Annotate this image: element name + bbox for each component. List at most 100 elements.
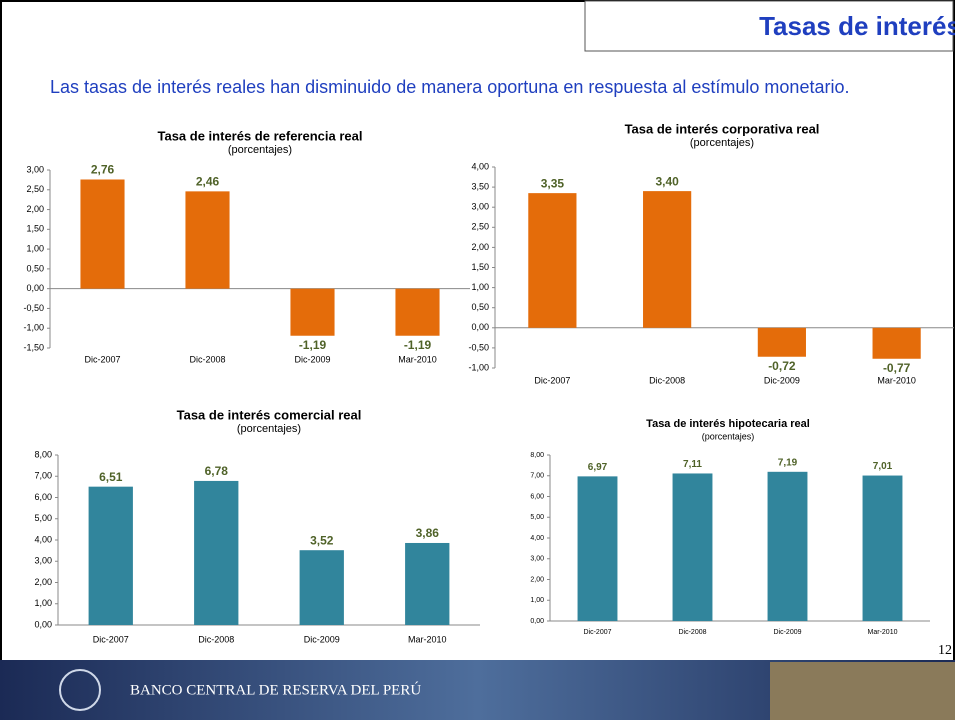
slide: Tasas de interés BANCO CENTRAL DE RESERV…	[0, 0, 955, 720]
y-tick-label: 6,00	[34, 492, 52, 502]
y-tick-label: 5,00	[530, 514, 544, 521]
y-tick-label: 4,00	[34, 534, 52, 544]
y-tick-label: 4,00	[530, 535, 544, 542]
chart-subtitle: (porcentajes)	[702, 431, 755, 441]
value-label: 7,19	[778, 457, 798, 468]
x-tick-label: Dic-2009	[304, 634, 340, 644]
slide-text: Las tasas de interés reales han disminui…	[50, 76, 912, 98]
value-label: 3,86	[416, 526, 440, 540]
y-tick-label: 0,00	[34, 619, 52, 629]
value-label: -0,72	[768, 359, 796, 373]
bar	[80, 179, 124, 288]
value-label: 3,40	[655, 174, 679, 188]
x-tick-label: Dic-2009	[764, 375, 800, 385]
bar	[673, 473, 713, 621]
chart-subtitle: (porcentajes)	[237, 423, 301, 435]
value-label: 6,97	[588, 462, 608, 473]
y-tick-label: 5,00	[34, 513, 52, 523]
bar	[643, 191, 691, 328]
y-tick-label: 0,00	[26, 283, 44, 293]
y-tick-label: 1,00	[34, 598, 52, 608]
slide-title: Tasas de interés	[759, 11, 955, 41]
y-tick-label: 1,50	[471, 262, 489, 272]
footer-text: BANCO CENTRAL DE RESERVA DEL PERÚ	[130, 681, 421, 698]
y-tick-label: 3,00	[471, 202, 489, 212]
chart-subtitle: (porcentajes)	[690, 137, 754, 149]
y-tick-label: 8,00	[530, 452, 544, 459]
y-tick-label: 2,00	[530, 576, 544, 583]
chart: Tasas de interés BANCO CENTRAL DE RESERV…	[0, 0, 955, 720]
y-tick-label: 1,00	[26, 243, 44, 253]
bar	[768, 472, 808, 621]
y-tick-label: 0,50	[471, 302, 489, 312]
chart-title: Tasa de interés corporativa real	[625, 121, 820, 136]
x-tick-label: Dic-2008	[198, 634, 234, 644]
value-label: -0,77	[883, 361, 911, 375]
y-tick-label: 6,00	[530, 493, 544, 500]
bar	[395, 289, 439, 336]
y-tick-label: 1,00	[471, 282, 489, 292]
y-tick-label: 3,00	[530, 556, 544, 563]
y-tick-label: 0,00	[530, 618, 544, 625]
value-label: 6,78	[205, 464, 229, 478]
bar	[194, 481, 238, 625]
bar	[863, 476, 903, 621]
value-label: 7,11	[683, 459, 702, 470]
bar	[300, 550, 344, 625]
bar	[758, 328, 806, 357]
value-label: 3,52	[310, 533, 334, 547]
value-label: 2,76	[91, 163, 115, 177]
y-tick-label: 0,50	[26, 263, 44, 273]
page-number: 12	[938, 643, 952, 658]
chart-title: Tasa de interés hipotecaria real	[646, 418, 810, 430]
y-tick-label: 3,00	[34, 556, 52, 566]
x-tick-label: Dic-2008	[649, 375, 685, 385]
y-tick-label: -0,50	[23, 303, 44, 313]
bar	[873, 328, 921, 359]
y-tick-label: 0,00	[471, 322, 489, 332]
x-tick-label: Mar-2010	[868, 629, 898, 636]
x-tick-label: Dic-2009	[294, 354, 330, 364]
chart-subtitle: (porcentajes)	[228, 144, 292, 156]
chart-title: Tasa de interés comercial real	[177, 407, 362, 422]
y-tick-label: -1,50	[23, 342, 44, 352]
x-tick-label: Dic-2007	[534, 375, 570, 385]
x-tick-label: Dic-2007	[84, 354, 120, 364]
y-tick-label: 1,50	[26, 224, 44, 234]
x-tick-label: Dic-2008	[678, 629, 706, 636]
x-tick-label: Mar-2010	[398, 354, 437, 364]
y-tick-label: 2,00	[471, 242, 489, 252]
y-tick-label: 8,00	[34, 449, 52, 459]
y-tick-label: 2,50	[471, 222, 489, 232]
y-tick-label: 4,00	[471, 161, 489, 171]
x-tick-label: Dic-2007	[583, 629, 611, 636]
value-label: -1,19	[404, 338, 432, 352]
y-tick-label: 7,00	[34, 471, 52, 481]
y-tick-label: 2,00	[26, 204, 44, 214]
slide-frame	[1, 1, 954, 719]
x-tick-label: Mar-2010	[877, 375, 916, 385]
bar	[290, 289, 334, 336]
y-tick-label: 3,00	[26, 164, 44, 174]
y-tick-label: -1,00	[468, 362, 489, 372]
x-tick-label: Dic-2009	[773, 629, 801, 636]
bar	[405, 543, 449, 625]
value-label: 2,46	[196, 175, 220, 189]
y-tick-label: 2,00	[34, 577, 52, 587]
value-label: 3,35	[541, 176, 565, 190]
chart-title: Tasa de interés de referencia real	[158, 128, 363, 143]
value-label: 6,51	[99, 470, 123, 484]
y-tick-label: 1,00	[530, 597, 544, 604]
bar	[185, 191, 229, 288]
y-tick-label: 7,00	[530, 473, 544, 480]
bar	[89, 487, 133, 625]
footer-photo	[770, 662, 955, 720]
bar	[578, 476, 618, 621]
y-tick-label: 2,50	[26, 184, 44, 194]
bar	[528, 193, 576, 328]
x-tick-label: Mar-2010	[408, 634, 447, 644]
value-label: -1,19	[299, 338, 327, 352]
value-label: 7,01	[873, 461, 893, 472]
x-tick-label: Dic-2008	[189, 354, 225, 364]
y-tick-label: -0,50	[468, 342, 489, 352]
